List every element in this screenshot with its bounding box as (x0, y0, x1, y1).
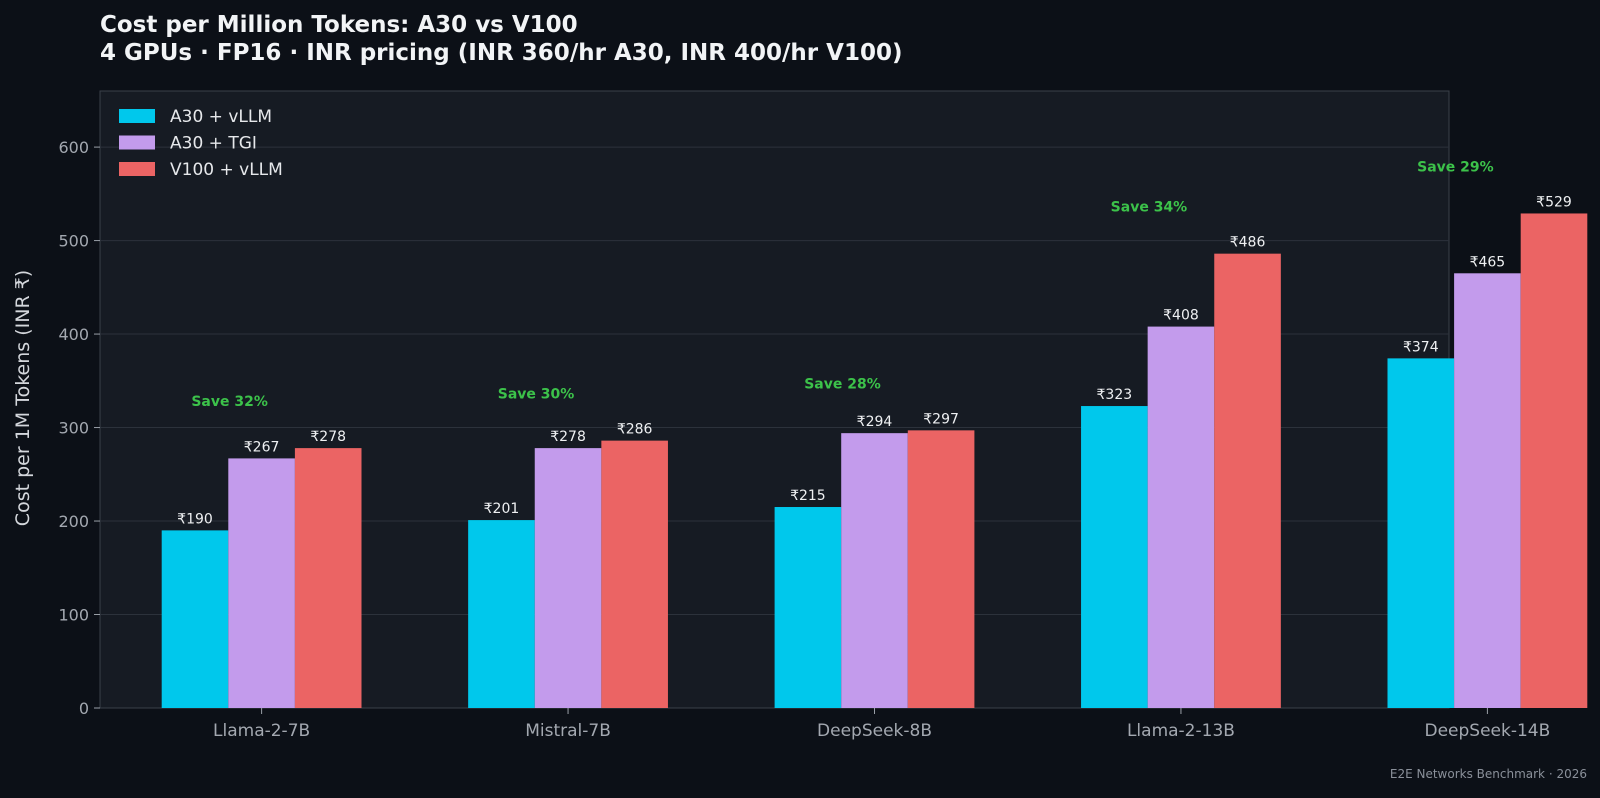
bar (1520, 213, 1588, 708)
bar-value-label: ₹297 (923, 411, 959, 427)
bar (468, 520, 535, 708)
bar (1081, 406, 1148, 708)
bars (161, 213, 1588, 708)
bar (1147, 326, 1215, 708)
bar-value-label: ₹529 (1536, 194, 1572, 210)
legend-label: A30 + vLLM (170, 107, 272, 127)
legend-swatch (119, 109, 155, 123)
savings-annotations: Save 32% Save 30% Save 28% Save 34% Save 29% (191, 159, 1493, 410)
legend-swatch (119, 135, 155, 150)
y-tick-label: 600 (58, 138, 89, 157)
y-axis: 0 100 200 300 400 500 600 (58, 138, 100, 718)
bar (907, 430, 975, 708)
y-axis-label: Cost per 1M Tokens (INR ₹) (12, 270, 34, 526)
bar (161, 530, 229, 708)
y-tick-label: 400 (58, 325, 89, 344)
footer-credit: E2E Networks Benchmark · 2026 (1390, 767, 1587, 781)
y-tick-label: 200 (58, 512, 89, 531)
bar-value-label: ₹190 (177, 511, 213, 527)
bar (774, 507, 842, 708)
bar-value-label: ₹374 (1403, 339, 1439, 355)
legend: A30 + vLLM A30 + TGI V100 + vLLM (119, 107, 283, 180)
x-tick-label: Llama-2-7B (213, 721, 310, 741)
x-tick-label: DeepSeek-8B (817, 721, 932, 741)
bar (534, 448, 602, 708)
bar (1454, 273, 1521, 708)
data-labels: ₹190 ₹267 ₹278 ₹201 ₹278 ₹286 ₹215 ₹294 ₹297 ₹323… (177, 194, 1572, 527)
y-tick-label: 300 (58, 419, 89, 438)
savings-annotation: Save 29% (1417, 159, 1494, 175)
bar-value-label: ₹408 (1163, 308, 1199, 324)
bar-value-label: ₹486 (1230, 235, 1266, 251)
legend-label: A30 + TGI (170, 134, 257, 154)
y-tick-label: 500 (58, 232, 89, 251)
bar-value-label: ₹278 (550, 429, 586, 445)
savings-annotation: Save 28% (804, 376, 881, 392)
y-tick-label: 100 (58, 606, 89, 625)
savings-annotation: Save 30% (498, 387, 575, 403)
bar-value-label: ₹323 (1097, 387, 1133, 403)
bar-value-label: ₹201 (484, 501, 520, 517)
x-tick-label: Mistral-7B (525, 721, 611, 741)
chart-subtitle: 4 GPUs · FP16 · INR pricing (INR 360/hr … (100, 40, 902, 66)
x-tick-label: DeepSeek-14B (1425, 721, 1551, 741)
x-tick-label: Llama-2-13B (1127, 721, 1235, 741)
bar-value-label: ₹278 (310, 429, 346, 445)
bar (841, 433, 908, 708)
legend-swatch (119, 162, 155, 176)
x-axis: Llama-2-7B Mistral-7B DeepSeek-8B Llama-2-1… (213, 708, 1550, 741)
bar-value-label: ₹286 (617, 422, 653, 438)
bar-value-label: ₹465 (1470, 254, 1506, 270)
bar (228, 458, 295, 708)
bar (1387, 358, 1455, 708)
savings-annotation: Save 32% (191, 394, 268, 410)
savings-annotation: Save 34% (1111, 200, 1188, 216)
bar (601, 440, 668, 708)
bar-value-label: ₹294 (857, 414, 893, 430)
bar-value-label: ₹215 (790, 488, 826, 504)
bar (1214, 253, 1281, 708)
y-tick-label: 0 (79, 699, 89, 718)
chart-title: Cost per Million Tokens: A30 vs V100 (100, 12, 578, 38)
legend-label: V100 + vLLM (170, 160, 283, 180)
bar-value-label: ₹267 (244, 439, 280, 455)
bar (294, 448, 362, 708)
